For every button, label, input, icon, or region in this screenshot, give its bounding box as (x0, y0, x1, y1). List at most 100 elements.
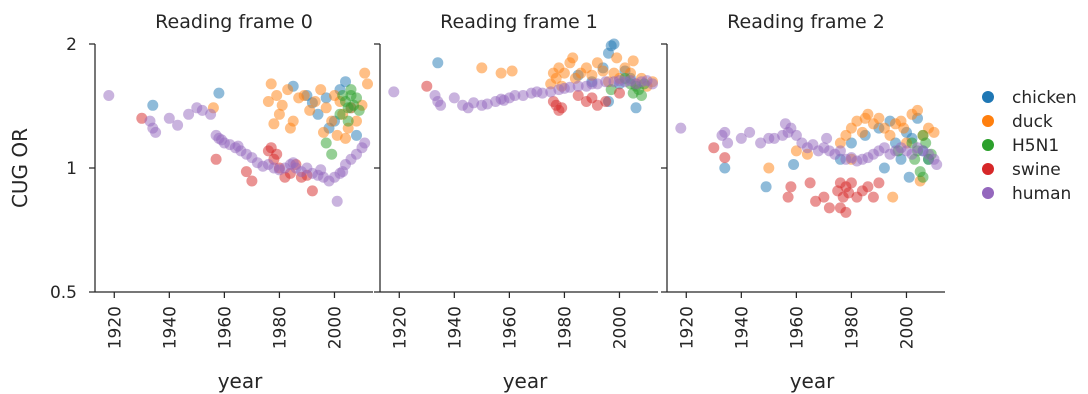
data-point (233, 141, 244, 152)
data-point (824, 202, 835, 213)
data-point (567, 52, 578, 63)
data-point (277, 100, 288, 111)
data-point (346, 84, 357, 95)
data-point (321, 138, 332, 149)
data-point (388, 86, 399, 97)
data-point (103, 90, 114, 101)
data-point (432, 57, 443, 68)
data-point (614, 88, 625, 99)
data-point (918, 172, 929, 183)
data-point (337, 166, 348, 177)
x-tick-label: 1940 (732, 306, 752, 349)
data-point (359, 138, 370, 149)
data-point (647, 78, 658, 89)
data-point (821, 133, 832, 144)
data-point (271, 90, 282, 101)
legend-label: chicken (1012, 88, 1077, 108)
data-point (421, 81, 432, 92)
x-tick-label: 1940 (445, 306, 465, 349)
data-point (609, 39, 620, 50)
legend-item: swine (982, 160, 1061, 180)
data-point (315, 164, 326, 175)
data-point (241, 166, 252, 177)
x-tick-label: 1920 (677, 306, 697, 349)
panel-0: Reading frame 00.5121920 1940 1960 1980 2000… (50, 11, 373, 393)
data-point (496, 68, 507, 79)
data-point (359, 68, 370, 79)
data-point (783, 192, 794, 203)
x-tick-label: 2000 (610, 306, 630, 349)
data-point (268, 118, 279, 129)
data-point (722, 138, 733, 149)
legend: chicken duck H5N1 swine human (982, 88, 1077, 204)
data-point (719, 163, 730, 174)
data-point (326, 149, 337, 160)
data-point (761, 181, 772, 192)
data-point (818, 192, 829, 203)
x-tick-label: 1920 (105, 306, 125, 349)
data-point (285, 123, 296, 134)
panel-title: Reading frame 1 (440, 11, 598, 33)
legend-item: H5N1 (982, 136, 1059, 156)
x-tick-label: 1920 (390, 306, 410, 349)
legend-label: duck (1012, 112, 1053, 132)
x-tick-label: 1980 (842, 306, 862, 349)
y-axis-label: CUG OR (8, 128, 32, 208)
data-point (636, 90, 647, 101)
data-point (246, 176, 257, 187)
y-tick-label: 1 (66, 159, 77, 179)
data-point (362, 78, 373, 89)
data-point (846, 177, 857, 188)
data-point (763, 163, 774, 174)
data-point (898, 123, 909, 134)
data-point (862, 181, 873, 192)
data-point (307, 185, 318, 196)
data-point (299, 90, 310, 101)
data-point (351, 130, 362, 141)
data-point (147, 100, 158, 111)
data-point (463, 102, 474, 113)
data-point (885, 130, 896, 141)
data-point (213, 88, 224, 99)
data-point (628, 55, 639, 66)
data-point (435, 100, 446, 111)
data-point (887, 192, 898, 203)
y-tick-label: 2 (66, 35, 77, 55)
legend-item: human (982, 184, 1071, 204)
data-point (498, 95, 509, 106)
data-point (211, 154, 222, 165)
data-point (719, 152, 730, 163)
data-point (598, 66, 609, 77)
x-tick-label: 1980 (555, 306, 575, 349)
panels: Reading frame 00.5121920 1940 1960 1980 2000… (50, 11, 945, 393)
data-point (315, 84, 326, 95)
data-point (744, 127, 755, 138)
panel-1: Reading frame 1 1920 1940 1960 1980 2000 year (374, 11, 658, 393)
data-point (556, 102, 567, 113)
data-point (860, 113, 871, 124)
data-point (321, 102, 332, 113)
data-point (172, 120, 183, 131)
data-point (912, 105, 923, 116)
y-tick-label: 0.5 (50, 283, 77, 303)
legend-marker (982, 139, 994, 151)
data-point (318, 127, 329, 138)
data-point (873, 177, 884, 188)
data-point (840, 207, 851, 218)
data-point (340, 133, 351, 144)
x-tick-label: 1940 (160, 306, 180, 349)
legend-marker (982, 91, 994, 103)
data-point (788, 159, 799, 170)
legend-label: swine (1012, 160, 1061, 180)
data-point (868, 192, 879, 203)
legend-label: H5N1 (1012, 136, 1059, 156)
data-point (205, 109, 216, 120)
data-point (310, 96, 321, 107)
legend-marker (982, 187, 994, 199)
data-point (631, 102, 642, 113)
data-point (600, 96, 611, 107)
data-point (780, 118, 791, 129)
panel-2: Reading frame 2 1920 1940 1960 1980 2000 year (661, 11, 945, 393)
data-point (719, 127, 730, 138)
